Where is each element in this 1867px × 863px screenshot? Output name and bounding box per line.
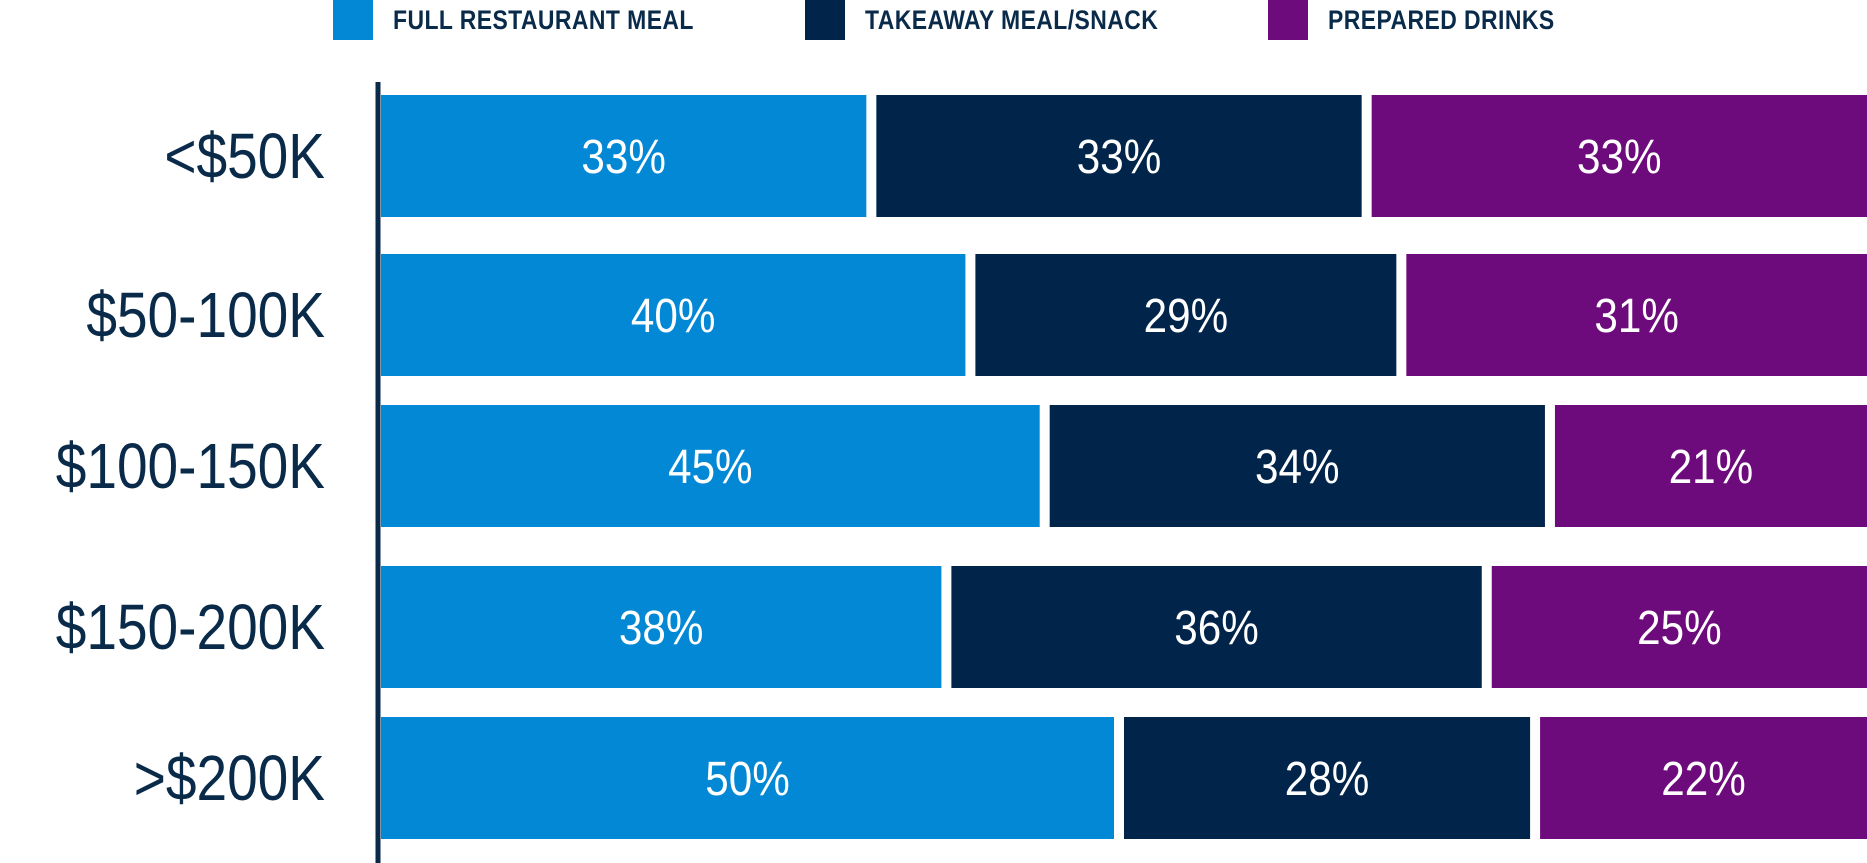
legend-item-takeaway-meal-snack: TAKEAWAY MEAL/SNACK <box>804 0 1210 40</box>
bar-segment <box>975 254 1397 376</box>
bar-segment <box>1124 717 1531 839</box>
category-label: >$200K <box>134 742 325 814</box>
legend-item-prepared-drinks: PREPARED DRINKS <box>1268 0 1595 40</box>
data-label: 34% <box>1255 439 1340 493</box>
bar-segment <box>1406 254 1867 376</box>
bar-segment <box>951 566 1482 688</box>
data-label: 25% <box>1637 600 1722 654</box>
bar-segment <box>1371 95 1867 217</box>
data-label: 45% <box>668 439 753 493</box>
legend-label: PREPARED DRINKS <box>1328 4 1555 35</box>
data-label: 33% <box>581 129 666 183</box>
category-label: $150-200K <box>56 591 325 663</box>
legend-label: TAKEAWAY MEAL/SNACK <box>864 4 1159 35</box>
bar-segment <box>1540 717 1867 839</box>
legend-label: FULL RESTAURANT MEAL <box>393 4 694 35</box>
category-label: $100-150K <box>56 430 325 502</box>
bar-segment <box>381 405 1040 527</box>
category-label: $50-100K <box>86 279 325 351</box>
bar-segment <box>1049 405 1545 527</box>
data-label: 40% <box>631 288 716 342</box>
bar-segment <box>876 95 1362 217</box>
bar-segment <box>1491 566 1867 688</box>
category-label: <$50K <box>164 120 325 192</box>
data-label: 29% <box>1144 288 1229 342</box>
data-label: 22% <box>1661 751 1746 805</box>
legend-swatch <box>333 0 373 40</box>
bar-segment <box>381 717 1114 839</box>
data-label: 38% <box>619 600 704 654</box>
legend-swatch <box>804 0 845 40</box>
bar-segment <box>381 95 867 217</box>
legend-item-full-restaurant-meal: FULL RESTAURANT MEAL <box>333 0 747 40</box>
data-label: 31% <box>1594 288 1679 342</box>
bar-segment <box>381 254 966 376</box>
data-label: 21% <box>1669 439 1754 493</box>
bar-segment <box>381 566 942 688</box>
legend-swatch <box>1268 0 1309 40</box>
data-label: 28% <box>1285 751 1370 805</box>
bar-segment <box>1554 405 1867 527</box>
data-label: 50% <box>705 751 790 805</box>
data-label: 33% <box>1577 129 1662 183</box>
data-label: 36% <box>1174 600 1259 654</box>
legend: FULL RESTAURANT MEAL TAKEAWAY MEAL/SNACK… <box>333 0 1653 40</box>
data-label: 33% <box>1077 129 1162 183</box>
